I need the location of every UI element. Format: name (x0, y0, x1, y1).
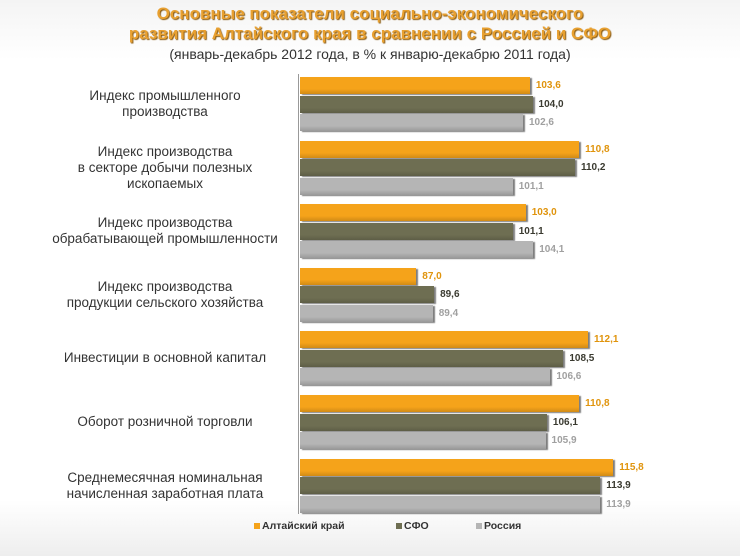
bar-russia (300, 241, 534, 259)
category-label-line: Оборот розничной торговли (77, 414, 253, 429)
category-label: Индекс промышленного производства (40, 88, 290, 120)
bar-altai (300, 458, 614, 476)
data-label: 112,1 (593, 334, 619, 346)
bar-sfo (300, 222, 513, 240)
data-label: 110,8 (585, 143, 610, 155)
category-label-line: в секторе добычи полезных (77, 159, 253, 175)
subtitle: (январь-декабрь 2012 года, в % к январю-… (169, 46, 571, 62)
legend-label: Алтайский край (262, 520, 345, 532)
category-label-line: Среднемесячная номинальная (67, 469, 263, 485)
data-label: 105,9 (551, 435, 577, 446)
bar-altai (300, 267, 417, 285)
bar-sfo (300, 413, 547, 431)
data-label: 103,0 (531, 207, 557, 219)
category-label-line: Индекс производства (97, 215, 233, 231)
legend-label: Россия (484, 520, 522, 532)
category-axis (298, 74, 299, 514)
category-label-line: производства (122, 104, 208, 119)
data-label: 110,8 (585, 398, 610, 409)
bar-sfo (300, 95, 533, 113)
bar-russia (300, 368, 551, 386)
category-label-line: Индекс производства (97, 143, 233, 159)
category-label: Индекс производства обрабатывающей промыш… (40, 215, 290, 247)
data-label: 103,6 (535, 80, 561, 91)
data-label: 106,1 (552, 416, 578, 428)
data-label: 115,8 (619, 461, 644, 473)
bar-sfo (300, 286, 435, 304)
category-label: Инвестиции в основной капитал (40, 350, 290, 366)
category-label-line: Индекс производства (97, 278, 233, 294)
data-label: 104,1 (539, 244, 565, 256)
data-label: 113,9 (606, 498, 631, 510)
data-label: 108,5 (569, 352, 595, 364)
bar-altai (300, 204, 526, 222)
data-label: 101,1 (518, 180, 544, 192)
bar-sfo (300, 349, 564, 367)
bar-sfo (300, 159, 575, 177)
legend-swatch (396, 523, 402, 529)
data-label: 110,2 (580, 162, 606, 174)
data-label: 113,9 (606, 480, 631, 492)
data-label: 104,0 (538, 98, 564, 110)
category-label: Индекс производства в секторе добычи поле… (40, 144, 290, 192)
legend-label: СФО (404, 520, 429, 532)
category-label: Индекс производства продукции сельского х… (40, 279, 290, 311)
legend-swatch (254, 523, 260, 529)
category-label-line: продукции сельского хозяйства (66, 294, 264, 310)
category-label-line: ископаемых (127, 175, 203, 191)
bar-russia (300, 432, 546, 449)
category-label: Оборот розничной торговли (40, 414, 290, 430)
bar-sfo (300, 477, 601, 495)
data-label: 106,6 (556, 371, 582, 383)
title-line-1: Основные показатели социально-экономичес… (156, 4, 584, 23)
bar-russia (300, 177, 513, 195)
data-label: 102,6 (528, 117, 554, 128)
category-label-line: начисленная заработная плата (66, 485, 264, 501)
category-label-line: обрабатывающей промышленности (52, 231, 278, 247)
bar-altai (300, 395, 580, 412)
bar-altai (300, 331, 588, 349)
legend-item-altai: Алтайский край (254, 520, 345, 532)
category-label-line: Инвестиции в основной капитал (63, 350, 267, 366)
legend-item-russia: Россия (476, 520, 521, 532)
legend-swatch (476, 523, 482, 529)
category-label: Среднемесячная номинальная начисленная за… (40, 470, 290, 502)
bar-russia (300, 114, 523, 131)
bar-altai (300, 140, 580, 158)
data-label: 89,4 (438, 307, 459, 319)
data-label: 87,0 (422, 270, 442, 282)
data-label: 89,6 (440, 289, 460, 301)
data-label: 101,1 (518, 225, 544, 237)
bar-russia (300, 495, 601, 513)
legend-item-sfo: СФО (396, 520, 429, 532)
bar-russia (300, 304, 433, 322)
bar-altai (300, 77, 530, 94)
category-label-line: Индекс промышленного (89, 88, 241, 103)
title-line-2: развития Алтайского края в сравнении с Р… (128, 24, 612, 43)
